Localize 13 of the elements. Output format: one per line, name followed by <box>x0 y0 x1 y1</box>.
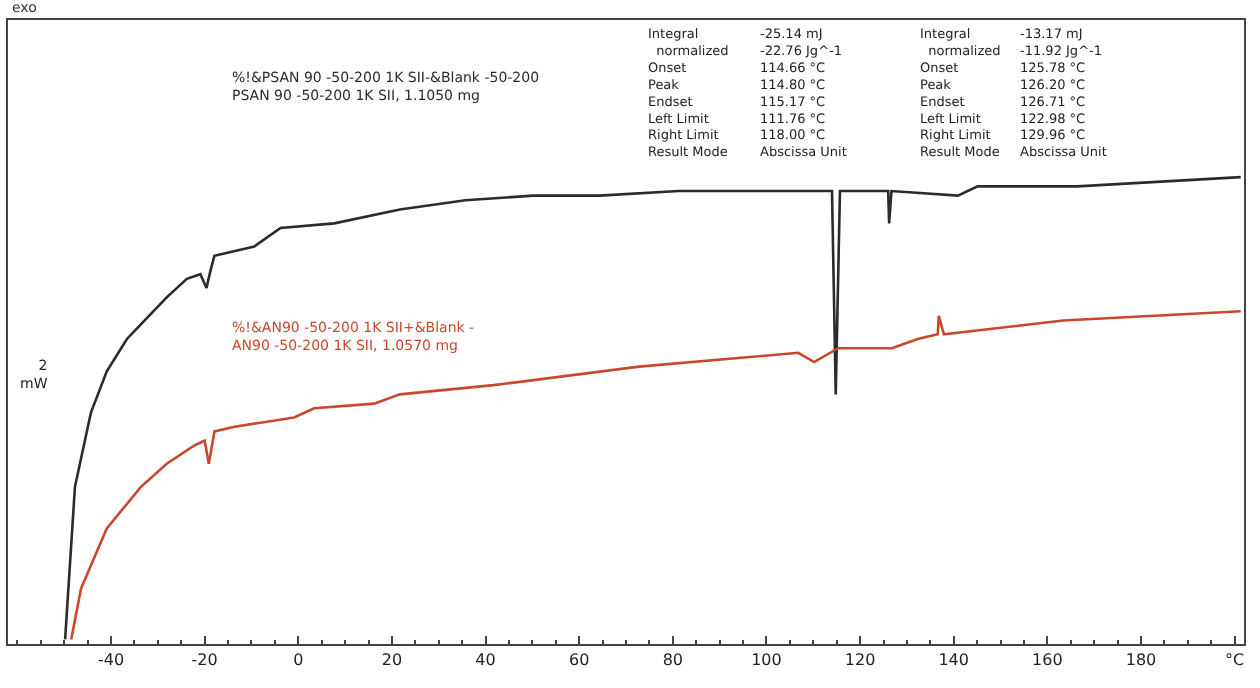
x-tick-label: 60 <box>568 651 590 670</box>
x-tick-label: 180 <box>1125 651 1157 670</box>
x-tick-label: 160 <box>1032 651 1063 670</box>
x-tick-label: 120 <box>844 651 876 670</box>
x-tick-label: 0 <box>293 651 304 670</box>
x-axis-title: °C <box>1225 651 1246 670</box>
x-tick-label: 40 <box>475 651 496 670</box>
x-tick-label: 100 <box>751 651 782 670</box>
x-tick-label: 20 <box>381 651 403 670</box>
x-tick-label: -40 <box>97 651 125 670</box>
x-tick-label: -20 <box>191 651 218 670</box>
x-tick-label: 140 <box>938 651 969 670</box>
x-tick-label: 80 <box>662 651 684 670</box>
